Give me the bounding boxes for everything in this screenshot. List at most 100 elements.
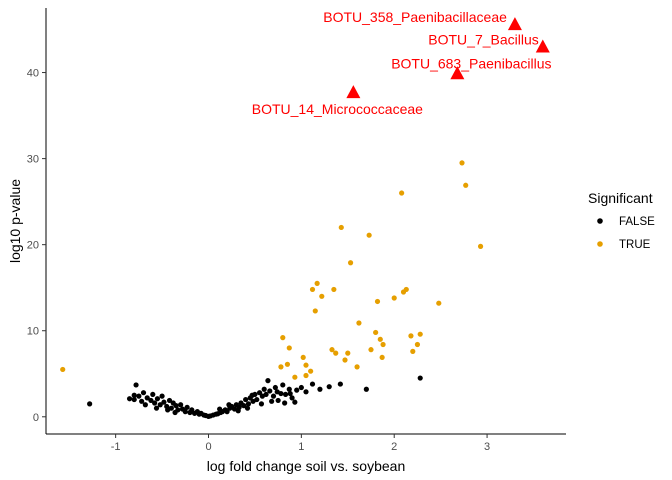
nonsignificant-point <box>256 390 263 396</box>
legend-label: FALSE <box>619 216 655 228</box>
nonsignificant-point <box>286 386 292 392</box>
nonsignificant-point <box>235 408 241 414</box>
significant-point <box>417 331 423 337</box>
triangle-point <box>450 66 465 80</box>
nonsignificant-point <box>245 401 252 407</box>
nonsignificant-point <box>317 386 323 392</box>
nonsignificant-point <box>140 390 147 396</box>
nonsignificant-point <box>126 396 133 402</box>
significant-point <box>379 354 385 361</box>
significant-point <box>284 361 291 367</box>
significant-point <box>463 182 469 188</box>
nonsignificant-point <box>157 402 163 408</box>
significant-point <box>309 286 316 293</box>
significant-point <box>300 354 306 361</box>
significant-point <box>436 300 442 306</box>
significant-point <box>403 286 409 293</box>
nonsignificant-point <box>280 382 286 388</box>
nonsignificant-point <box>282 400 288 406</box>
nonsignificant-point <box>272 384 278 391</box>
annotation-label: BOTU_7_Bacillus <box>428 32 539 48</box>
nonsignificant-point <box>326 384 332 390</box>
significant-point <box>60 366 66 373</box>
nonsignificant-point <box>363 386 369 392</box>
significant-point <box>356 320 362 326</box>
significant-point <box>314 280 320 286</box>
triangle-point <box>535 39 550 53</box>
nonsignificant-point <box>267 388 273 394</box>
significant-point <box>477 243 484 249</box>
significant-point <box>459 160 465 166</box>
significant-point <box>366 232 372 238</box>
y-tick-label: 0 <box>33 412 39 424</box>
nonsignificant-point <box>224 409 230 415</box>
nonsignificant-point <box>178 402 184 408</box>
x-tick-label: 1 <box>298 441 304 453</box>
nonsignificant-point <box>274 389 280 395</box>
y-axis-title: log10 p-value <box>7 179 23 263</box>
nonsignificant-point <box>282 391 289 398</box>
nonsignificant-point <box>165 407 171 413</box>
significant-point <box>408 333 414 339</box>
nonsignificant-point <box>303 389 309 395</box>
nonsignificant-point <box>142 402 148 408</box>
significant-point <box>292 374 298 380</box>
significant-point <box>342 357 348 363</box>
significant-point <box>391 295 397 301</box>
legend-label: TRUE <box>619 239 651 251</box>
nonsignificant-point <box>263 391 269 398</box>
y-tick-label: 40 <box>27 68 39 80</box>
nonsignificant-point <box>292 399 298 405</box>
nonsignificant-point <box>154 396 161 402</box>
x-tick-label: 0 <box>205 441 211 453</box>
significant-point <box>380 341 386 348</box>
nonsignificant-point <box>275 397 281 404</box>
chart-marks <box>60 17 550 419</box>
significant-point <box>374 298 381 305</box>
nonsignificant-point <box>294 387 300 393</box>
nonsignificant-point <box>182 409 188 415</box>
nonsignificant-point <box>417 375 423 381</box>
significant-point <box>331 286 337 293</box>
x-tick-label: 2 <box>391 441 397 453</box>
annotation-label: BOTU_358_Paenibacillaceae <box>323 9 507 25</box>
annotation-label: BOTU_683_Paenibacillus <box>391 55 551 71</box>
annotation-label: BOTU_14_Micrococcaceae <box>252 101 423 117</box>
nonsignificant-point <box>152 400 158 406</box>
nonsignificant-point <box>258 401 265 407</box>
nonsignificant-point <box>309 381 316 387</box>
nonsignificant-point <box>261 386 267 392</box>
significant-point <box>319 293 325 299</box>
nonsignificant-point <box>173 403 179 409</box>
nonsignificant-point <box>249 392 255 398</box>
significant-point <box>377 336 383 342</box>
nonsignificant-point <box>148 397 154 404</box>
y-tick-label: 10 <box>27 326 39 338</box>
nonsignificant-point <box>244 405 251 411</box>
significant-point <box>303 372 309 379</box>
nonsignificant-point <box>150 391 156 398</box>
significant-point <box>373 329 379 336</box>
significant-point <box>399 190 405 196</box>
significant-point <box>345 350 351 356</box>
nonsignificant-point <box>172 409 178 416</box>
nonsignificant-point <box>139 398 145 404</box>
nonsignificant-point <box>337 381 343 387</box>
nonsignificant-point <box>265 378 271 384</box>
nonsignificant-point <box>131 396 137 403</box>
nonsignificant-point <box>153 405 160 411</box>
nonsignificant-point <box>184 404 190 410</box>
y-tick-label: 20 <box>27 240 39 252</box>
nonsignificant-point <box>298 384 304 391</box>
nonsignificant-point <box>136 393 142 399</box>
significant-point <box>414 341 421 348</box>
significant-point <box>286 345 292 351</box>
nonsignificant-point <box>289 395 295 401</box>
nonsignificant-point <box>144 395 150 401</box>
legend: Significant FALSE TRUE <box>588 190 655 251</box>
nonsignificant-point <box>254 396 260 403</box>
nonsignificant-point <box>166 397 173 404</box>
nonsignificant-point <box>189 407 195 413</box>
significant-point <box>368 347 374 353</box>
